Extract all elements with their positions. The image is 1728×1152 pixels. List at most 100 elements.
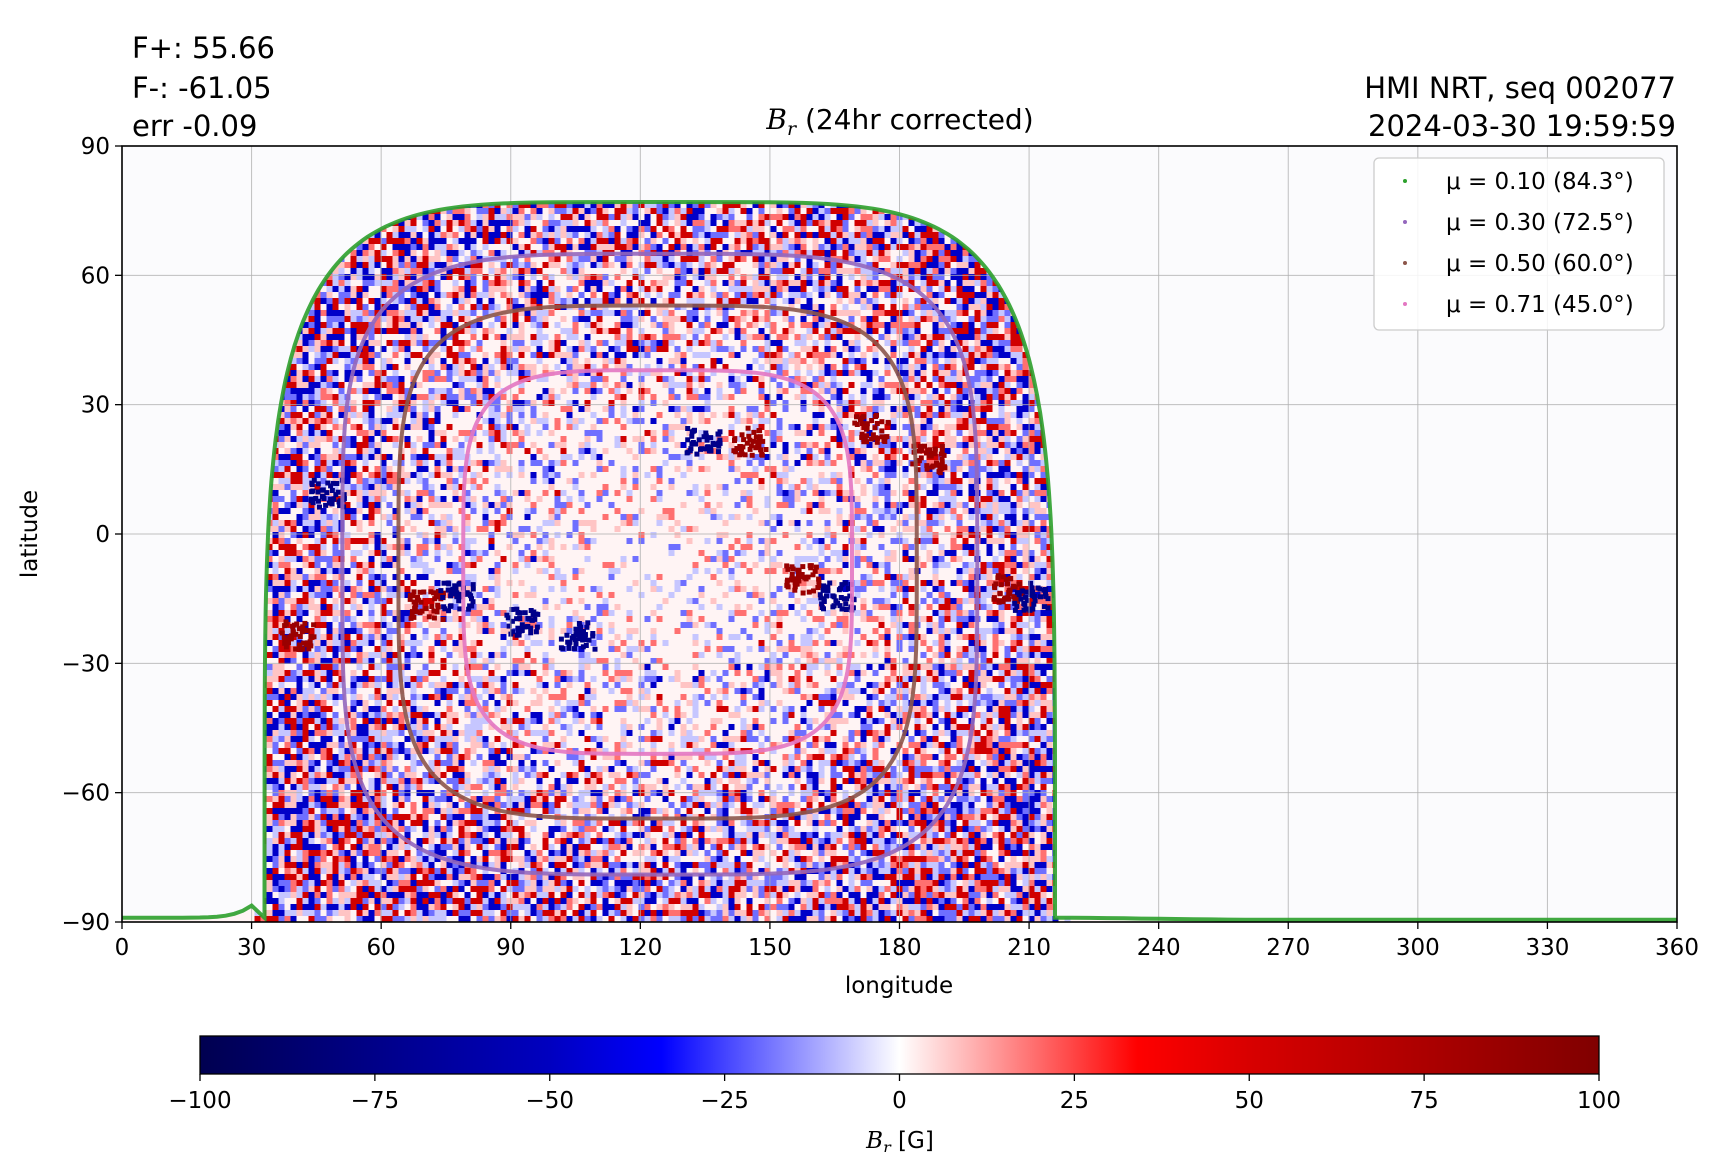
field-pixel	[668, 382, 675, 388]
field-pixel	[554, 238, 561, 244]
field-pixel	[446, 208, 453, 214]
field-pixel	[416, 232, 423, 238]
field-pixel	[698, 274, 705, 280]
field-pixel	[962, 502, 969, 508]
field-pixel	[404, 262, 411, 268]
field-pixel	[920, 496, 927, 502]
field-pixel	[866, 412, 873, 418]
field-pixel	[812, 244, 819, 250]
field-pixel	[656, 340, 663, 346]
field-pixel	[278, 478, 285, 484]
field-pixel	[794, 484, 801, 490]
field-pixel	[488, 448, 495, 454]
field-pixel	[740, 208, 747, 214]
field-pixel	[986, 334, 993, 340]
field-pixel	[734, 418, 741, 424]
field-pixel	[824, 478, 831, 484]
field-pixel	[650, 262, 657, 268]
field-pixel	[488, 220, 495, 226]
field-pixel	[974, 292, 981, 298]
field-pixel	[752, 454, 759, 460]
field-pixel	[584, 430, 591, 436]
field-pixel	[950, 490, 957, 496]
field-pixel	[368, 334, 375, 340]
field-pixel	[944, 244, 951, 250]
field-pixel	[752, 226, 759, 232]
field-pixel	[530, 310, 537, 316]
field-pixel	[962, 472, 969, 478]
field-pixel	[392, 424, 399, 430]
field-pixel	[596, 262, 603, 268]
field-pixel	[386, 274, 393, 280]
field-pixel	[728, 262, 735, 268]
field-pixel	[404, 346, 411, 352]
field-pixel	[326, 466, 333, 472]
field-pixel	[446, 268, 453, 274]
field-pixel	[890, 268, 897, 274]
field-pixel	[764, 430, 771, 436]
field-pixel	[662, 460, 669, 466]
field-pixel	[518, 220, 525, 226]
field-pixel	[626, 448, 633, 454]
field-pixel	[992, 328, 999, 334]
field-pixel	[956, 334, 963, 340]
field-pixel	[554, 442, 561, 448]
field-pixel	[422, 262, 429, 268]
field-pixel	[698, 442, 705, 448]
field-pixel	[674, 424, 681, 430]
field-pixel	[320, 430, 327, 436]
field-pixel	[986, 274, 993, 280]
field-pixel	[674, 280, 681, 286]
field-pixel	[1034, 460, 1041, 466]
field-pixel	[476, 214, 483, 220]
field-pixel	[866, 268, 873, 274]
field-pixel	[698, 382, 705, 388]
field-pixel	[878, 442, 885, 448]
field-pixel	[944, 280, 951, 286]
field-pixel	[464, 238, 471, 244]
field-pixel	[314, 322, 321, 328]
field-pixel	[1010, 388, 1017, 394]
field-pixel	[464, 286, 471, 292]
field-pixel	[968, 268, 975, 274]
field-pixel	[836, 406, 843, 412]
field-pixel	[314, 394, 321, 400]
field-pixel	[860, 352, 867, 358]
field-pixel	[758, 232, 765, 238]
field-pixel	[728, 442, 735, 448]
field-pixel	[626, 340, 633, 346]
field-pixel	[1016, 490, 1023, 496]
field-pixel	[518, 274, 525, 280]
field-pixel	[314, 364, 321, 370]
field-pixel	[314, 466, 321, 472]
field-pixel	[644, 346, 651, 352]
field-pixel	[512, 370, 519, 376]
field-pixel	[584, 442, 591, 448]
field-pixel	[938, 364, 945, 370]
field-pixel	[818, 304, 825, 310]
field-pixel	[626, 280, 633, 286]
field-pixel	[554, 508, 561, 514]
field-pixel	[794, 262, 801, 268]
field-pixel	[368, 274, 375, 280]
field-pixel	[758, 292, 765, 298]
field-pixel	[758, 268, 765, 274]
field-pixel	[776, 346, 783, 352]
field-pixel	[992, 496, 999, 502]
field-pixel	[698, 328, 705, 334]
field-pixel	[650, 208, 657, 214]
field-pixel	[992, 292, 999, 298]
field-pixel	[422, 346, 429, 352]
field-pixel	[602, 262, 609, 268]
field-pixel	[494, 430, 501, 436]
field-pixel	[542, 316, 549, 322]
field-pixel	[698, 322, 705, 328]
field-pixel	[728, 412, 735, 418]
field-pixel	[698, 352, 705, 358]
field-pixel	[956, 292, 963, 298]
field-pixel	[1004, 316, 1011, 322]
field-pixel	[440, 310, 447, 316]
field-pixel	[740, 202, 747, 208]
field-pixel	[728, 208, 735, 214]
field-pixel	[980, 496, 987, 502]
